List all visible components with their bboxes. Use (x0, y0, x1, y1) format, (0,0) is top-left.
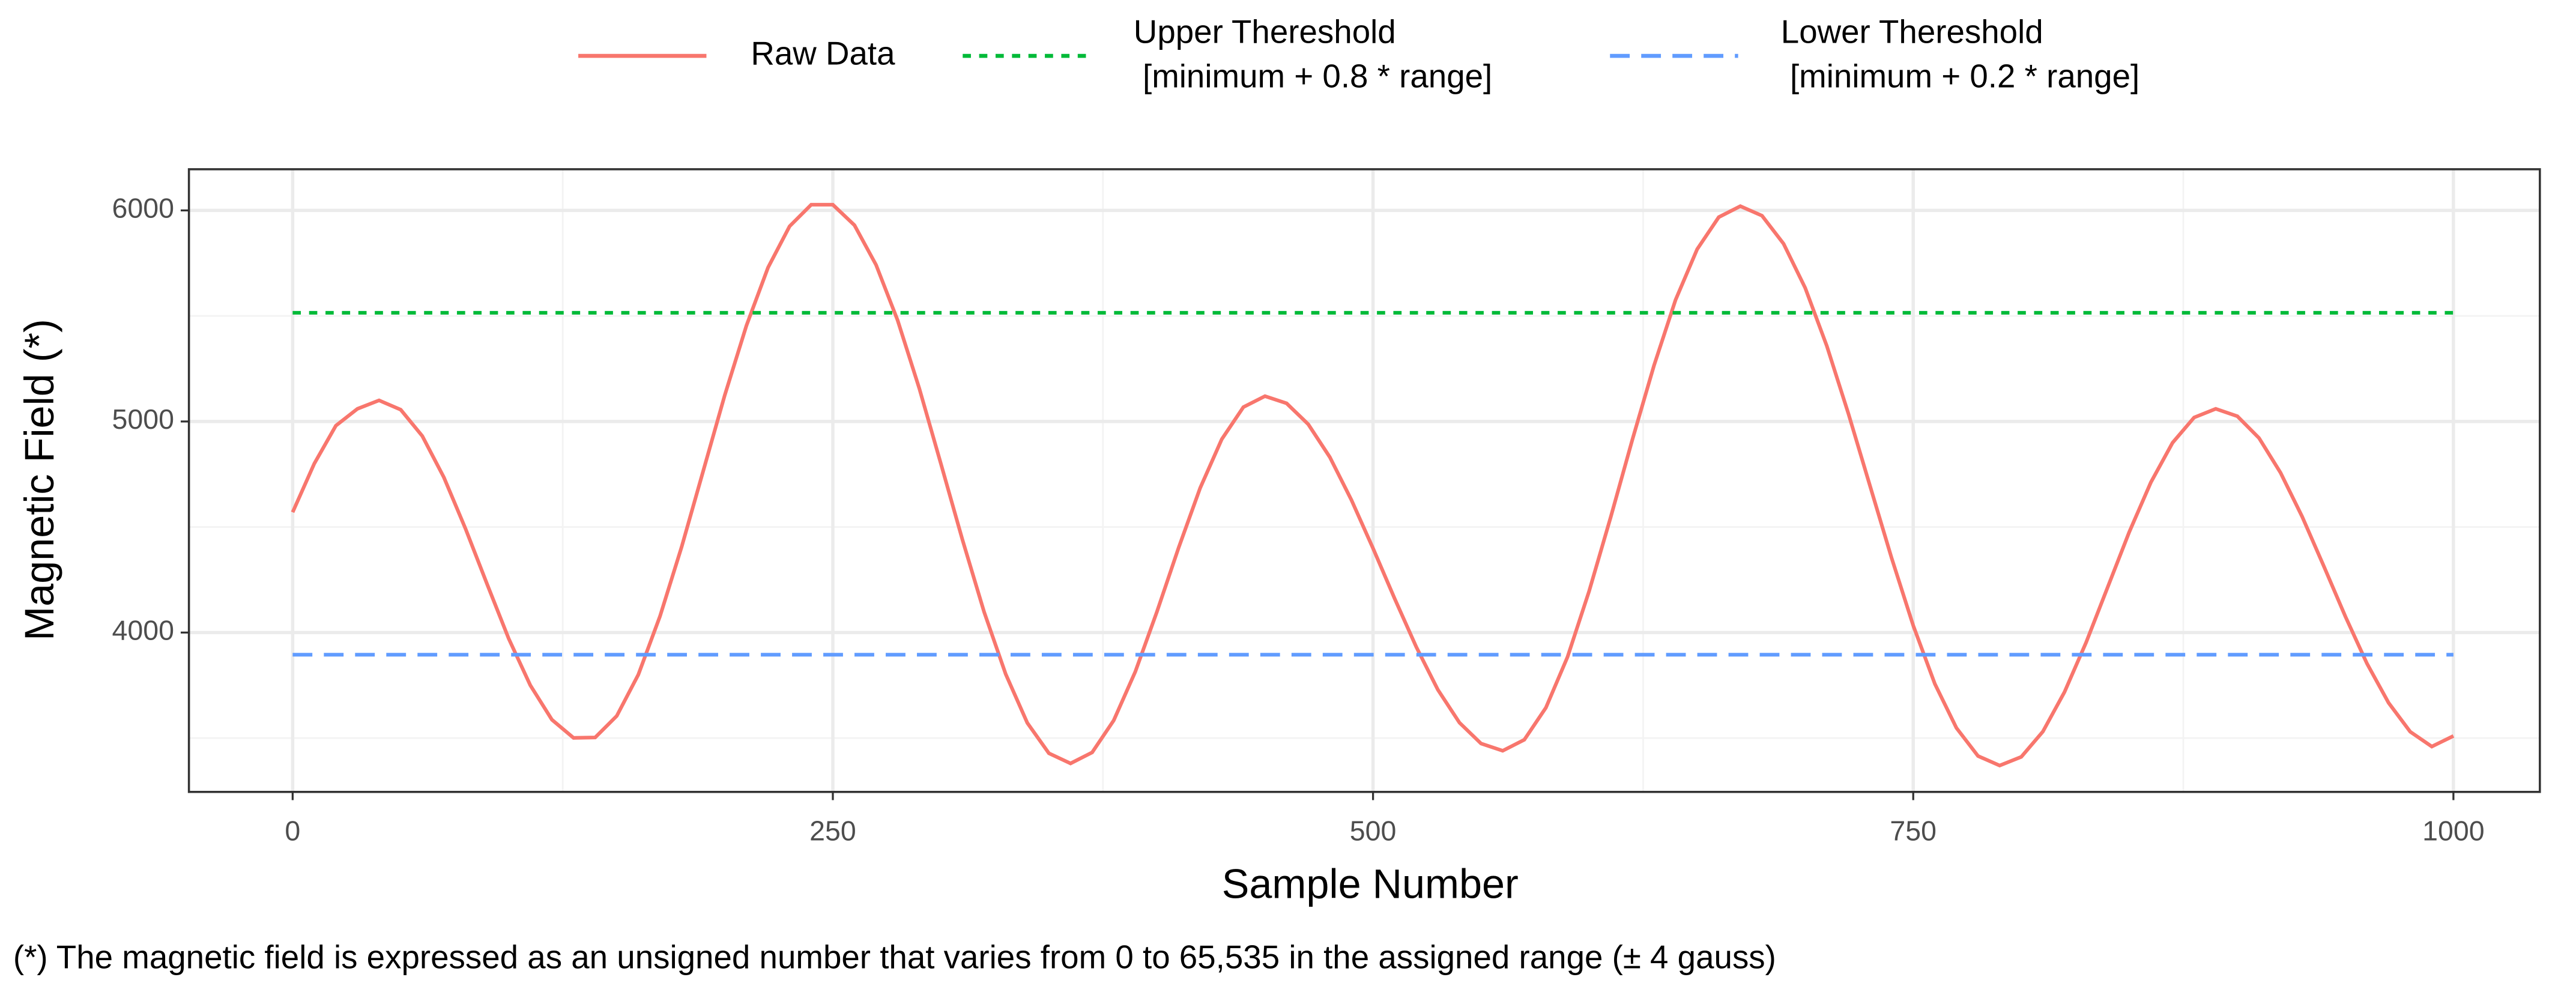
x-tick-label: 1000 (2422, 815, 2484, 846)
plot-panel (189, 169, 2540, 792)
x-tick-label: 750 (1890, 815, 1937, 846)
legend-label: Raw Data (751, 35, 895, 72)
y-tick-label: 5000 (112, 404, 174, 435)
x-tick-label: 0 (285, 815, 300, 846)
x-tick-label: 500 (1350, 815, 1397, 846)
x-axis-title: Sample Number (1222, 862, 1519, 907)
legend-label: Upper Thereshold [minimum + 0.8 * range] (1134, 13, 1492, 95)
y-tick-label: 4000 (112, 615, 174, 646)
plot-border (187, 168, 2541, 793)
footnote: (*) The magnetic field is expressed as a… (13, 938, 1776, 975)
y-tick-label: 6000 (112, 193, 174, 224)
series-line (291, 202, 2455, 768)
y-axis-title: Magnetic Field (*) (17, 319, 62, 641)
x-tick-label: 250 (809, 815, 856, 846)
legend-label: Lower Thereshold [minimum + 0.2 * range] (1781, 13, 2139, 95)
